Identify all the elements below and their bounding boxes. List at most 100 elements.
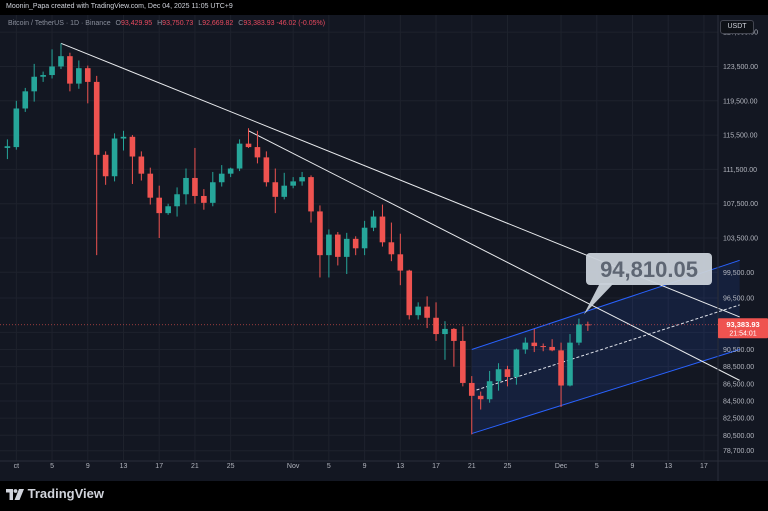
candle-body	[67, 56, 73, 84]
candle	[540, 343, 546, 352]
candle	[468, 376, 475, 435]
x-tick-label: ct	[14, 463, 20, 470]
candle-body	[102, 154, 109, 177]
candle-body	[201, 195, 207, 203]
candle	[379, 204, 386, 247]
candle	[343, 232, 350, 275]
candle-body	[343, 238, 350, 257]
candle-body	[31, 76, 37, 92]
candle-body	[120, 136, 127, 139]
candle	[40, 71, 46, 82]
candle	[567, 334, 573, 387]
candle	[352, 236, 359, 256]
candle	[388, 222, 395, 262]
channel-lower-line	[471, 349, 740, 435]
candle	[22, 87, 29, 112]
candle	[201, 189, 207, 210]
attribution-text: Moonin_Papa created with TradingView.com…	[6, 3, 233, 10]
candle	[281, 172, 288, 200]
y-tick-label: 78,700.00	[723, 448, 754, 455]
candle-body	[174, 194, 180, 207]
candle-body	[352, 238, 359, 249]
x-tick-label: 25	[227, 463, 235, 470]
candle	[272, 168, 279, 214]
candle-body	[567, 342, 573, 386]
price-label-value: 93,383.93	[726, 320, 759, 329]
x-tick-label: 5	[50, 463, 54, 470]
candle-body	[540, 346, 546, 348]
candle	[4, 139, 11, 160]
price-chart[interactable]: 78,700.00 80,500.00 82,500.00 84,500.00 86,5…	[0, 15, 768, 481]
candle-body	[272, 182, 279, 197]
y-tick-label: 96,500.00	[723, 296, 754, 303]
candle-body	[263, 157, 270, 183]
candle-body	[76, 68, 82, 84]
candle	[290, 177, 296, 189]
y-tick-label: 111,500.00	[723, 167, 757, 174]
x-tick-label: Dec	[555, 463, 568, 470]
candle	[58, 43, 64, 70]
candles	[4, 43, 591, 435]
price-label-box	[718, 318, 768, 339]
currency-badge[interactable]: USDT	[720, 20, 754, 34]
y-tick-label: 119,500.00	[723, 98, 758, 105]
candle-body	[424, 306, 430, 318]
x-tick-label: 9	[363, 463, 367, 470]
y-tick-label: 107,500.00	[723, 201, 758, 208]
candle	[245, 128, 252, 148]
y-tick-label: 88,500.00	[723, 364, 754, 371]
candle-body	[495, 369, 502, 382]
candle-body	[379, 216, 386, 243]
candle	[460, 326, 466, 387]
y-tick-label: 82,500.00	[723, 416, 754, 423]
x-tick-label: 13	[120, 463, 128, 470]
candle-body	[281, 185, 288, 197]
candle-body	[504, 369, 511, 377]
candle	[531, 328, 538, 353]
callout-pointer	[583, 283, 614, 315]
candle-body	[326, 234, 332, 256]
change-value: -46.02 (-0.05%)	[276, 20, 326, 27]
candle-body	[549, 346, 555, 351]
candle-body	[209, 182, 216, 203]
candle-body	[442, 328, 448, 335]
candle	[326, 229, 332, 278]
x-tick-label: 13	[664, 463, 672, 470]
tradingview-logo: TradingView	[6, 486, 104, 501]
candle-body	[558, 350, 564, 386]
candle-body	[585, 324, 591, 326]
y-tick-label: 90,500.00	[723, 347, 754, 354]
candle-body	[40, 75, 46, 77]
candle	[576, 318, 582, 346]
candle	[84, 65, 91, 104]
candle-body	[58, 56, 64, 67]
candle	[522, 337, 529, 354]
y-tick-label: 80,500.00	[723, 433, 754, 440]
candle-body	[4, 146, 11, 148]
candle-body	[236, 143, 243, 169]
candle-body	[165, 206, 171, 214]
y-tick-label: 103,500.00	[723, 236, 758, 243]
open-value: 93,429.95	[121, 20, 153, 27]
candle	[129, 135, 136, 184]
candle	[495, 363, 502, 391]
price-label-countdown: 21:54:01	[729, 330, 756, 337]
candle	[254, 130, 261, 164]
symbol-legend: Bitcoin / TetherUS · 1D · Binance O93,42…	[8, 20, 325, 27]
x-tick-label: 5	[595, 463, 599, 470]
candle-body	[415, 306, 421, 316]
candle-body	[254, 147, 261, 158]
candle	[147, 167, 154, 205]
candle	[93, 75, 100, 256]
plot-background	[0, 15, 768, 481]
x-tick-label: 9	[631, 463, 635, 470]
candle-body	[129, 136, 136, 157]
candle	[156, 185, 163, 238]
x-tick-label: 17	[155, 463, 163, 470]
candle-body	[406, 270, 413, 316]
candle	[299, 171, 305, 186]
x-tick-label: 21	[191, 463, 199, 470]
x-tick-label: 9	[86, 463, 90, 470]
candle-body	[49, 66, 55, 76]
